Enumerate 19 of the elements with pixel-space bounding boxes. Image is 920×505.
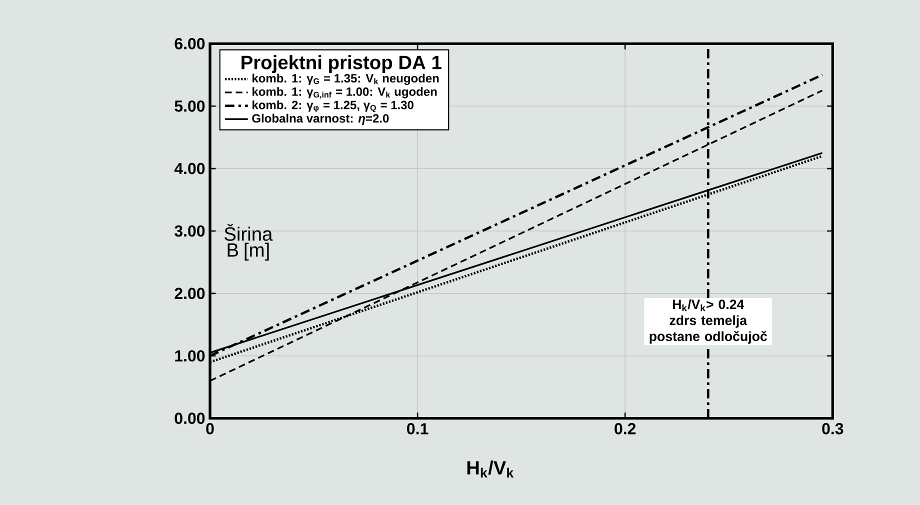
y-tick-label: 0.00 (174, 412, 205, 424)
x-tick-label: 0 (206, 423, 214, 434)
x-tick-label: 0.3 (822, 423, 844, 434)
ref-line-label: H$_{k}$/V$_{k}$> 0.24 zdrs temelja postane odločujoč (650, 299, 768, 344)
y-tick-label: 2.00 (174, 288, 205, 300)
y-tick-label: 4.00 (174, 162, 205, 174)
legend-label: komb. 2: γ$_{φ}$ = 1.25, γ$_{Q}$ = 1.30 (252, 100, 414, 112)
y-tick-label: 1.00 (175, 350, 205, 362)
x-axis-title: H$_{k}$/V$_{k}$ (467, 460, 514, 478)
legend-label: komb. 1: γ$_{G,inf}$ = 1.00: V$_{k}$ ugoden (252, 87, 437, 99)
y-tick-label: 5.00 (174, 100, 205, 112)
x-tick-label: 0.2 (614, 423, 636, 434)
x-tick-label: 0.1 (407, 423, 428, 434)
legend-label: Globalna varnost: η=2.0 (252, 114, 389, 125)
y-tick-label: 3.00 (174, 225, 205, 237)
y-tick-label: 6.00 (174, 38, 205, 50)
legend-label: komb. 1: γ$_{G}$ = 1.35: V$_{k}$ neugoden (252, 74, 439, 85)
legend-title: Projektni pristop DA 1 (242, 55, 442, 74)
y-axis-title: Širina B [m] (224, 224, 273, 261)
